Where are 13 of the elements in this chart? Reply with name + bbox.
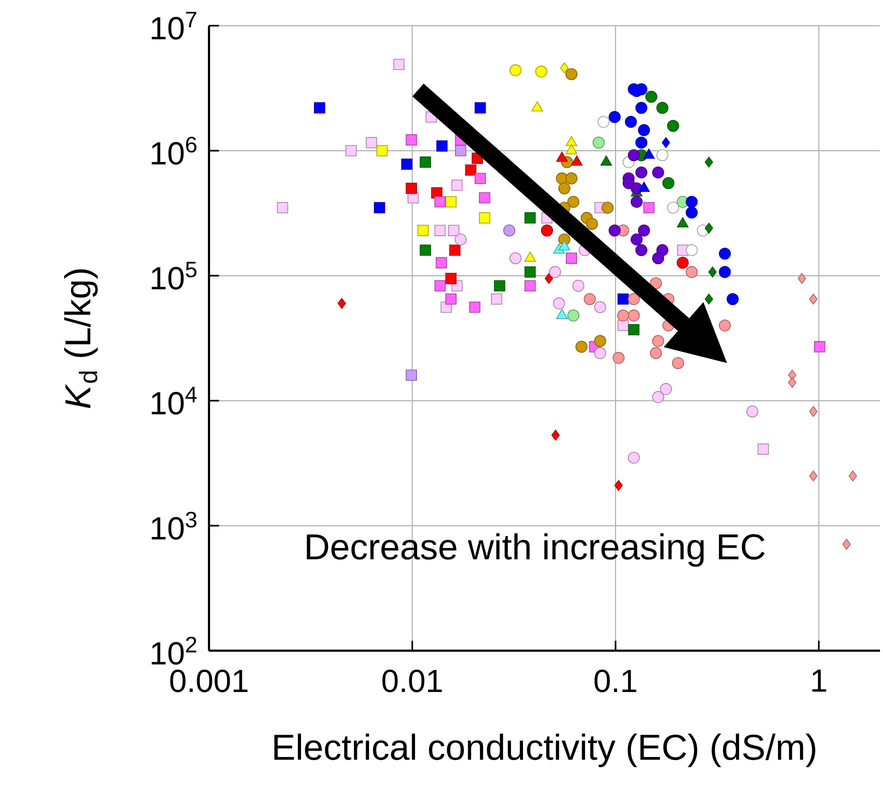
x-tick-label: 0.1: [594, 670, 636, 692]
y-tick-label: 10$^{5}$: [152, 262, 196, 290]
y-tick-label: 10$^{4}$: [152, 386, 197, 415]
y-tick-label: 10$^{2}$: [152, 636, 196, 665]
y-tick-label: 10$^{6}$: [152, 136, 196, 165]
x-axis-title: Electrical conductivity (EC) (dS/m): [274, 734, 816, 768]
y-tick-label: 10$^{7}$: [152, 12, 196, 40]
y-axis-title: K$_{d}$ (L/kg): [64, 269, 98, 408]
y-tick-label: 10$^{3}$: [152, 512, 196, 540]
x-tick-label: 0.01: [382, 670, 442, 692]
x-tick-label: 1: [812, 670, 826, 692]
annotation: Decrease with increasing EC: [306, 533, 765, 567]
x-tick-label: 0.001: [170, 670, 248, 692]
